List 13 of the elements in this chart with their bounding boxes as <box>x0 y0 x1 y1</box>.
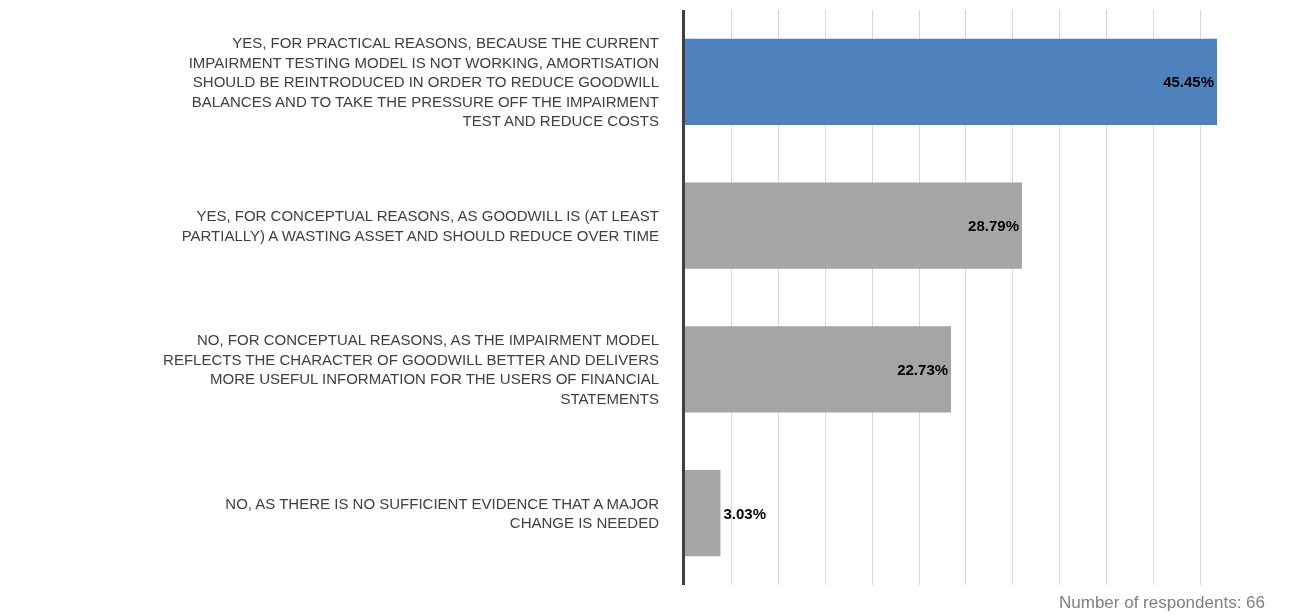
data-label: 45.45% <box>1163 73 1214 91</box>
y-tick-label: NO, FOR CONCEPTUAL REASONS, AS THE IMPAIRMENT MODEL REFLECTS THE CHARACTER OF GOODWILL BETTER AND DELIVERS MORE USEFUL INFORMATION FOR THE USERS OF FINANCIAL STATEMENTS <box>163 331 659 407</box>
y-tick-label: NO, AS THERE IS NO SUFFICIENT EVIDENCE THAT A MAJOR CHANGE IS NEEDED <box>225 494 660 532</box>
bar <box>685 38 1217 125</box>
data-label: 3.03% <box>723 504 767 522</box>
data-label: 28.79% <box>968 217 1019 235</box>
data-label: 22.73% <box>897 360 949 378</box>
bar <box>685 326 952 413</box>
text: Number of respondents: 66 <box>1059 593 1266 612</box>
bar <box>685 470 721 557</box>
y-tick-label: YES, FOR CONCEPTUAL REASONS, AS GOODWILL IS (AT LEAST PARTIALLY) A WASTING ASSET AND SHOULD REDUCE OVER TIME <box>181 207 659 244</box>
bar <box>685 182 1022 269</box>
y-tick-label: YES, FOR PRACTICAL REASONS, BECAUSE THE CURRENT IMPAIRMENT TESTING MODEL IS NOT WORKING, AMORTISATION SHOULD BE REINTRODUCED IN ORDER TO REDUCE GOODWILL BALANCES AND TO TAKE THE PRESSURE OFF THE IMPAIRMENT TEST AND REDUCE COSTS <box>188 34 659 130</box>
